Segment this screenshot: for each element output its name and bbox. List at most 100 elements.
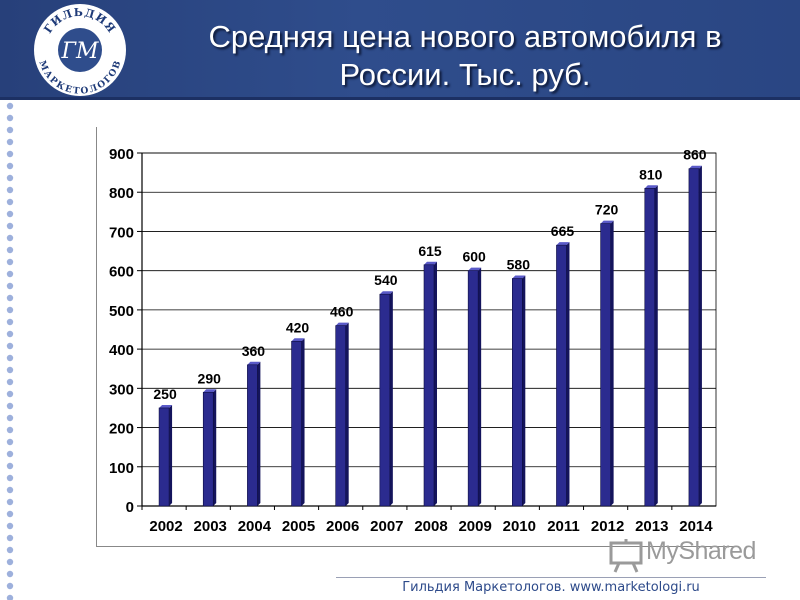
decorative-dot bbox=[6, 270, 14, 278]
data-label: 290 bbox=[198, 370, 222, 386]
bar-side bbox=[169, 404, 173, 506]
bar-top bbox=[291, 338, 305, 342]
decorative-dot bbox=[6, 354, 14, 362]
x-tick-label: 2014 bbox=[679, 518, 713, 535]
bar bbox=[202, 391, 214, 507]
data-label: 420 bbox=[286, 319, 310, 335]
bar-top bbox=[379, 291, 393, 295]
bar-side bbox=[213, 389, 217, 506]
decorative-dot bbox=[6, 306, 14, 314]
page-title-line-1: Средняя цена нового автомобиля в bbox=[208, 19, 722, 54]
decorative-dot bbox=[6, 486, 14, 494]
bar bbox=[423, 264, 435, 507]
header-bar bbox=[0, 0, 800, 97]
data-label: 540 bbox=[374, 272, 398, 288]
y-tick-label: 0 bbox=[126, 499, 134, 516]
decorative-dot bbox=[6, 450, 14, 458]
bar bbox=[158, 407, 170, 507]
decorative-dot bbox=[6, 366, 14, 374]
decorative-dot bbox=[6, 246, 14, 254]
decorative-dot bbox=[6, 318, 14, 326]
decorative-dot bbox=[6, 570, 14, 578]
bar bbox=[600, 223, 611, 507]
decorative-dot bbox=[6, 594, 14, 600]
footer-divider bbox=[336, 577, 766, 578]
data-label: 600 bbox=[462, 249, 486, 265]
y-tick-label: 100 bbox=[109, 460, 134, 477]
decorative-dot bbox=[6, 162, 14, 170]
y-tick-label: 400 bbox=[109, 342, 134, 359]
bar-top bbox=[424, 261, 437, 265]
decorative-dot bbox=[6, 378, 14, 386]
bar bbox=[379, 293, 391, 507]
bar-top bbox=[512, 275, 526, 279]
bar-top bbox=[644, 185, 658, 189]
y-tick-label: 300 bbox=[109, 381, 134, 398]
x-tick-label: 2011 bbox=[547, 518, 580, 535]
bar-side bbox=[301, 338, 305, 506]
bar-top bbox=[203, 389, 217, 393]
bar-side bbox=[389, 291, 393, 506]
x-tick-label: 2006 bbox=[326, 518, 359, 535]
bar-top bbox=[556, 242, 570, 246]
decorative-dot bbox=[6, 342, 14, 350]
data-label: 720 bbox=[595, 202, 619, 218]
logo-monogram: ГМ bbox=[60, 39, 99, 64]
decorative-dot bbox=[6, 402, 14, 410]
decorative-dot bbox=[6, 522, 14, 530]
y-tick-label: 500 bbox=[109, 303, 134, 320]
x-tick-label: 2002 bbox=[149, 518, 182, 535]
x-tick-label: 2008 bbox=[414, 518, 447, 535]
decorative-dot bbox=[6, 414, 14, 422]
bar-chart: 0 100 200 300 400 500 600 700 800 900 250 2002 290 20… bbox=[109, 146, 717, 535]
data-label: 250 bbox=[153, 386, 177, 402]
x-tick-label: 2010 bbox=[503, 518, 536, 535]
bar-side bbox=[257, 361, 261, 506]
presentation-board-icon bbox=[609, 539, 643, 573]
logo-inner-circle bbox=[58, 28, 102, 72]
x-tick-label: 2004 bbox=[238, 518, 272, 535]
bar bbox=[512, 278, 523, 507]
y-tick-label: 700 bbox=[109, 224, 134, 241]
x-tick-label: 2009 bbox=[458, 518, 491, 535]
y-tick-label: 600 bbox=[109, 264, 134, 281]
y-tick-label: 200 bbox=[109, 421, 134, 438]
decorative-dot bbox=[6, 462, 14, 470]
bar-side bbox=[434, 261, 437, 506]
data-label: 860 bbox=[683, 147, 707, 163]
decorative-dot bbox=[6, 234, 14, 242]
x-tick-label: 2003 bbox=[194, 518, 227, 535]
guild-logo: ГИЛЬДИЯ МАРКЕТОЛОГОВ ГМ bbox=[34, 4, 126, 97]
decorative-dot bbox=[6, 438, 14, 446]
page-title: Средняя цена нового автомобиля в России.… bbox=[150, 18, 780, 94]
decorative-dot bbox=[6, 102, 14, 110]
bar bbox=[291, 340, 302, 507]
bar-side bbox=[698, 165, 702, 506]
decorative-dot bbox=[6, 126, 14, 134]
data-label: 580 bbox=[507, 257, 531, 273]
bar-top bbox=[335, 322, 349, 326]
bar-side bbox=[478, 267, 482, 506]
decorative-dot bbox=[6, 390, 14, 398]
bar bbox=[467, 270, 479, 507]
x-tick-label: 2007 bbox=[370, 518, 403, 535]
bar bbox=[644, 187, 656, 507]
bar-top bbox=[600, 220, 614, 224]
decorative-dot bbox=[6, 138, 14, 146]
decorative-dot bbox=[6, 582, 14, 590]
bar bbox=[556, 244, 567, 507]
watermark-logo bbox=[609, 539, 643, 573]
x-tick-label: 2012 bbox=[591, 518, 624, 535]
decorative-dot bbox=[6, 114, 14, 122]
decorative-dot bbox=[6, 426, 14, 434]
bar-side bbox=[654, 185, 658, 507]
decorative-dot bbox=[6, 282, 14, 290]
decorative-dot bbox=[6, 330, 14, 338]
decorative-dot bbox=[6, 474, 14, 482]
decorative-dot bbox=[6, 150, 14, 158]
decorative-dot bbox=[6, 258, 14, 266]
y-tick-label: 900 bbox=[109, 146, 134, 163]
bar-side bbox=[566, 242, 570, 506]
data-label: 460 bbox=[330, 304, 354, 320]
bar-top bbox=[688, 165, 702, 169]
